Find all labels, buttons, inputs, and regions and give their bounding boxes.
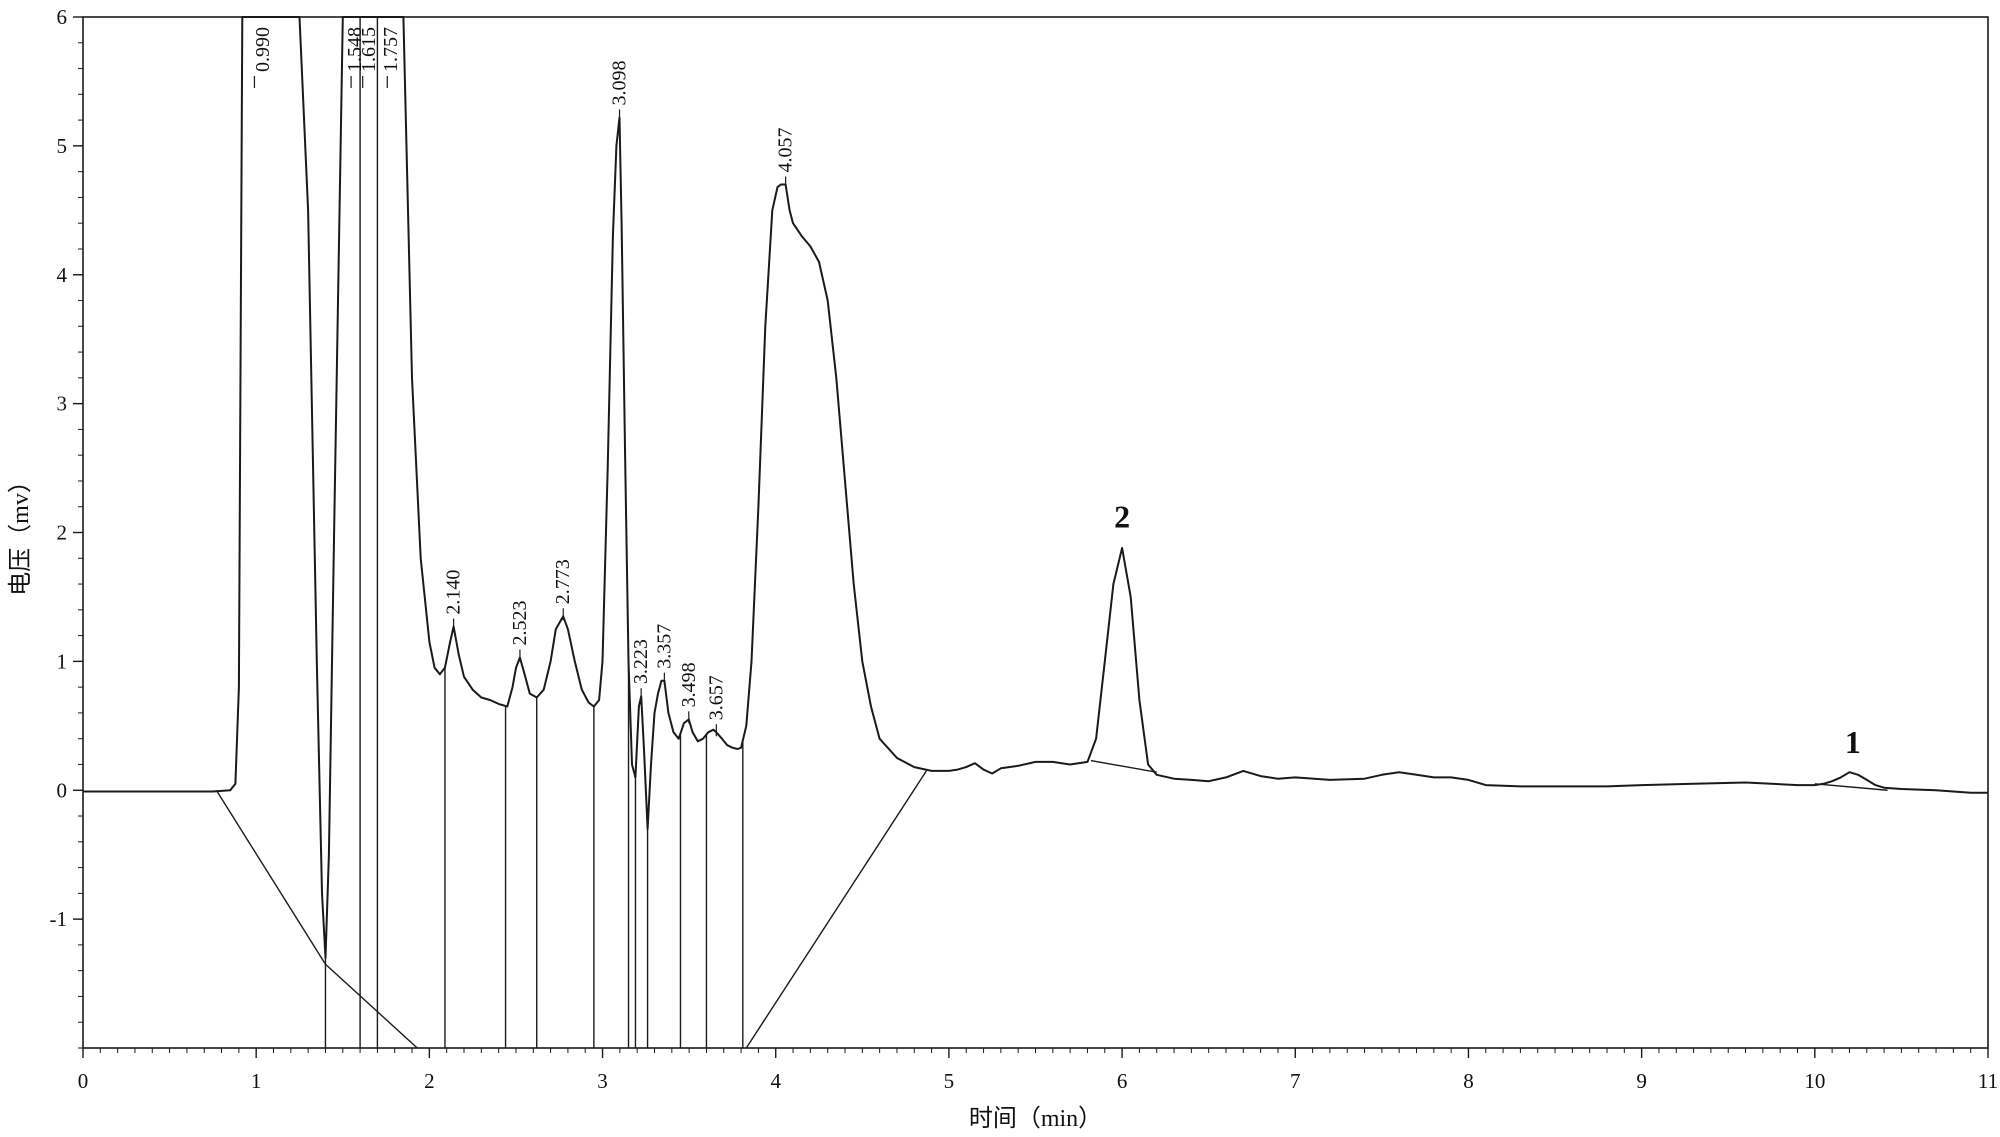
x-axis-tick-label: 0 [78,1069,89,1093]
peak-label: 0.990 [252,27,274,72]
peak-label: 1.548 [344,27,366,72]
y-axis-tick-label: -1 [50,907,68,931]
baseline-segment [215,789,327,965]
baseline-segment [324,963,418,1049]
x-axis-tick-label: 11 [1978,1069,1998,1093]
baseline-segment [745,770,927,1049]
peak-drop-lines [324,17,744,1048]
x-axis-tick-label: 4 [770,1069,781,1093]
peak-label: 4.057 [775,128,797,173]
peak-label: 3.223 [630,639,652,684]
y-axis-tick-label: 6 [57,5,68,29]
peak-label: 3.657 [705,675,727,720]
x-axis-tick-label: 1 [251,1069,262,1093]
plot-frame [82,16,1989,1049]
y-axis-tick-label: 0 [57,778,68,802]
x-axis-tick-label: 7 [1290,1069,1301,1093]
baseline-segment [1814,783,1888,791]
x-axis: 0 1 2 3 4 5 6 7 8 9 10 11 [78,1048,1998,1093]
y-axis-tick-label: 5 [57,134,68,158]
y-axis-tick-label: 4 [57,263,68,287]
y-axis-tick-label: 3 [57,392,68,416]
x-axis-tick-label: 9 [1636,1069,1647,1093]
x-axis-tick-label: 5 [944,1069,955,1093]
peak-label: 1.757 [380,27,402,72]
x-axis-tick-label: 2 [424,1069,435,1093]
signal-trace [83,16,1988,959]
baseline-segment [1090,759,1157,773]
peak-label: 2.773 [552,559,574,604]
x-axis-tick-label: 6 [1117,1069,1128,1093]
peak-label: 1.615 [358,27,380,72]
peak-label: 3.098 [609,61,631,106]
peak-marker-label: 1 [1845,724,1861,760]
peak-markers: 21 [1114,498,1861,760]
peak-label: 3.498 [678,662,700,707]
peak-label: 2.140 [443,570,465,615]
x-axis-title: 时间（min） [969,1105,1102,1132]
x-axis-tick-label: 8 [1463,1069,1474,1093]
peak-marker-label: 2 [1114,498,1130,534]
baseline-segments [215,759,1888,1049]
x-axis-tick-label: 3 [597,1069,608,1093]
x-axis-tick-label: 10 [1804,1069,1825,1093]
peak-label: 3.357 [653,624,675,669]
y-axis-tick-label: 2 [57,521,68,545]
y-axis-tick-label: 1 [57,649,68,673]
y-axis: -1 0 1 2 3 4 5 6 [50,5,83,1049]
peak-label: 2.523 [509,601,531,646]
y-axis-title: 电压（mv） [7,469,34,596]
